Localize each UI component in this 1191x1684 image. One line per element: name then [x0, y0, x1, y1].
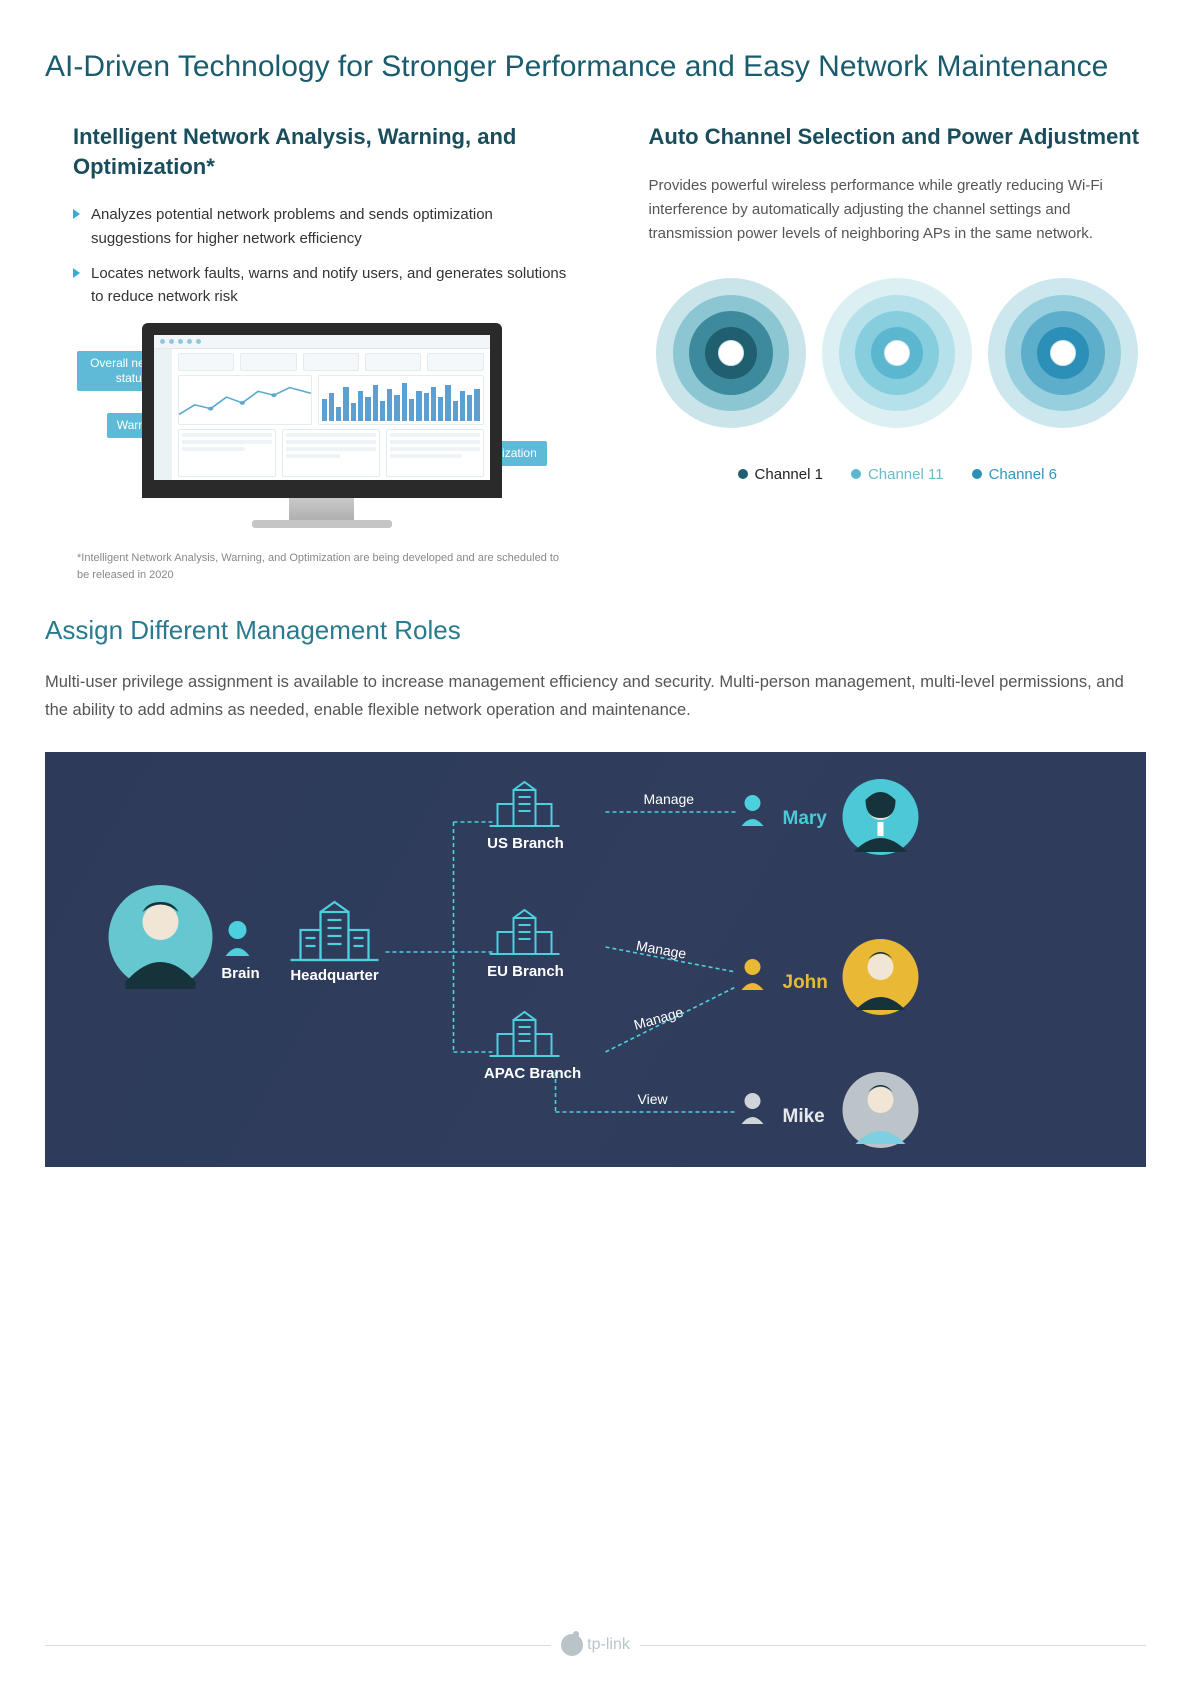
- branch-building-icon: [490, 1012, 560, 1056]
- roles-description: Multi-user privilege assignment is avail…: [45, 668, 1146, 724]
- user-person-icon: [742, 1093, 764, 1124]
- bullet-item: Analyzes potential network problems and …: [73, 203, 571, 250]
- dashboard-topbar: [154, 335, 490, 349]
- left-column: Intelligent Network Analysis, Warning, a…: [45, 122, 571, 583]
- user-avatar: [843, 1072, 919, 1148]
- branch-label: US Branch: [487, 835, 564, 852]
- channel-ring: [988, 278, 1138, 428]
- page-title: AI-Driven Technology for Stronger Perfor…: [45, 50, 1146, 84]
- user-name: John: [783, 972, 828, 993]
- admin-person-icon: [226, 921, 250, 956]
- brand-logo: tp-link: [551, 1634, 640, 1656]
- legend-item: Channel 1: [738, 466, 823, 483]
- tp-link-icon: [561, 1634, 583, 1656]
- branch-building-icon: [490, 782, 560, 826]
- hq-label: Headquarter: [290, 967, 379, 984]
- right-subtitle: Auto Channel Selection and Power Adjustm…: [649, 122, 1147, 152]
- headquarter-building-icon: [291, 902, 379, 960]
- brand-text: tp-link: [587, 1636, 630, 1654]
- channel-ring: [656, 278, 806, 428]
- channel-ring: [822, 278, 972, 428]
- monitor-illustration: Overall network status Warning Optimizat…: [142, 323, 502, 528]
- two-column-section: Intelligent Network Analysis, Warning, a…: [45, 122, 1146, 583]
- right-column: Auto Channel Selection and Power Adjustm…: [621, 122, 1147, 583]
- feature-bullets: Analyzes potential network problems and …: [73, 203, 571, 308]
- footnote: *Intelligent Network Analysis, Warning, …: [73, 550, 571, 583]
- edge-label: View: [638, 1091, 669, 1107]
- user-avatar: [843, 779, 919, 855]
- page-footer: tp-link: [45, 1634, 1146, 1656]
- branch-label: APAC Branch: [484, 1065, 581, 1082]
- user-person-icon: [742, 795, 764, 826]
- user-name: Mary: [783, 808, 828, 829]
- edge-label: Manage: [632, 1004, 685, 1033]
- channel-legend: Channel 1 Channel 11 Channel 6: [649, 466, 1147, 483]
- legend-item: Channel 11: [851, 466, 944, 483]
- right-description: Provides powerful wireless performance w…: [649, 174, 1147, 246]
- admin-avatar: [109, 885, 213, 989]
- roles-diagram: Manage Manage Manage View Brain Headquar: [45, 752, 1146, 1167]
- user-avatar: [843, 939, 919, 1015]
- roles-title: Assign Different Management Roles: [45, 615, 1146, 646]
- legend-item: Channel 6: [972, 466, 1057, 483]
- user-person-icon: [742, 959, 764, 990]
- left-subtitle: Intelligent Network Analysis, Warning, a…: [73, 122, 571, 181]
- admin-label: Brain: [221, 965, 259, 982]
- channel-circles: [649, 278, 1147, 428]
- edge-label: Manage: [644, 791, 695, 807]
- dashboard-barchart: [318, 375, 484, 425]
- user-name: Mike: [783, 1106, 825, 1127]
- branch-label: EU Branch: [487, 963, 564, 980]
- monitor-screen: [142, 323, 502, 498]
- branch-building-icon: [490, 910, 560, 954]
- bullet-item: Locates network faults, warns and notify…: [73, 262, 571, 309]
